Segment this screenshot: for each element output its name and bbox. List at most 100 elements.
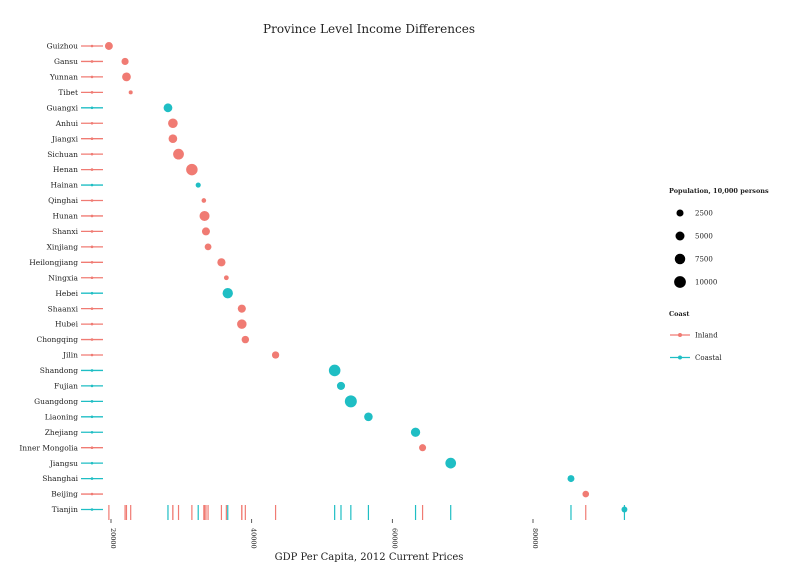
- province-label: Liaoning: [45, 412, 78, 421]
- data-point: Guangxi: [163, 103, 173, 113]
- province-label: Hubei: [55, 320, 79, 329]
- province-key-dot: [90, 508, 94, 511]
- x-tick-label: 80000: [531, 528, 539, 549]
- province-key-dot: [90, 353, 94, 357]
- legend-size-label: 7500: [695, 256, 713, 264]
- data-point: Hainan: [195, 182, 201, 188]
- x-axis: 20000 40000 60000 80000: [109, 519, 539, 549]
- legend-color-label: Coastal: [695, 354, 722, 362]
- legend-color-label: Inland: [695, 332, 718, 340]
- province-label: Sichuan: [47, 150, 78, 159]
- province-key-dot: [90, 245, 94, 249]
- x-axis-label: GDP Per Capita, 2012 Current Prices: [275, 552, 464, 563]
- province-key-dot: [90, 477, 94, 480]
- data-point: Jiangsu: [445, 457, 457, 469]
- province-label: Qinghai: [48, 196, 78, 205]
- data-point: Ningxia: [223, 275, 229, 281]
- province-key-dot: [90, 446, 94, 450]
- province-label: Shandong: [40, 366, 78, 375]
- data-point: Shanghai: [567, 475, 575, 483]
- data-point: Zhejiang: [410, 427, 421, 437]
- data-point: Shanxi: [201, 227, 210, 236]
- province-label: Hainan: [50, 181, 78, 190]
- legend-size-title: Population, 10,000 persons: [669, 187, 769, 195]
- data-point: Shaanxi: [237, 304, 246, 313]
- data-point: Guizhou: [104, 42, 113, 50]
- data-point: Fujian: [336, 381, 346, 390]
- data-point: Hunan: [199, 210, 210, 221]
- data-point: Anhui: [168, 118, 178, 129]
- province-key-dot: [90, 400, 94, 403]
- province-label: Xinjiang: [47, 242, 79, 251]
- province-label: Henan: [53, 165, 78, 174]
- legend-size-label: 2500: [695, 210, 713, 218]
- data-point: Jiangxi: [168, 134, 178, 144]
- province-key-dot: [90, 430, 94, 434]
- x-tick-label: 40000: [250, 528, 258, 549]
- data-point: Inner Mongolia: [419, 444, 427, 452]
- data-point: Liaoning: [364, 412, 373, 422]
- legend-size-marker: [676, 209, 684, 217]
- province-key-dot: [90, 384, 94, 388]
- province-key-dot: [90, 261, 94, 264]
- data-point: Yunnan: [122, 72, 131, 82]
- legend-size-marker: [675, 231, 685, 241]
- province-label: Beijing: [51, 490, 78, 499]
- data-point: Gansu: [121, 57, 129, 66]
- data-point: Jilin: [271, 351, 280, 359]
- x-tick-label: 60000: [390, 528, 398, 549]
- province-label: Fujian: [54, 382, 78, 391]
- province-key-dot: [90, 152, 94, 156]
- province-key-dot: [90, 461, 94, 465]
- data-point: Guangdong: [344, 395, 357, 408]
- province-label: Zhejiang: [45, 428, 79, 437]
- province-key-dot: [90, 369, 94, 372]
- data-point: Hebei: [222, 288, 233, 299]
- data-point: Hubei: [237, 319, 247, 329]
- province-key-dot: [90, 307, 94, 310]
- province-key-dot: [90, 492, 94, 496]
- province-label: Ningxia: [48, 273, 78, 282]
- legend-size-marker: [674, 253, 686, 265]
- legend-color-dot: [678, 355, 682, 360]
- province-key-dot: [90, 44, 94, 48]
- legend-color-title: Coast: [669, 310, 689, 318]
- data-point: Xinjiang: [204, 243, 212, 251]
- province-key-dot: [90, 230, 94, 233]
- data-point: Sichuan: [173, 148, 184, 160]
- province-key-dot: [90, 338, 94, 341]
- province-label: Guizhou: [47, 42, 79, 51]
- province-label: Tianjin: [52, 505, 78, 514]
- province-key-dot: [90, 75, 94, 79]
- province-key-dot: [90, 199, 94, 202]
- province-key-dot: [90, 415, 94, 419]
- province-key-dot: [90, 276, 94, 280]
- data-point: Beijing: [582, 490, 590, 498]
- province-label: Yunnan: [49, 73, 78, 82]
- data-point: Henan: [186, 163, 198, 176]
- province-label: Jilin: [62, 351, 78, 360]
- province-key-dot: [90, 91, 94, 94]
- province-key-dot: [90, 121, 94, 125]
- data-point: Tianjin: [621, 506, 628, 513]
- province-label: Shanxi: [52, 227, 78, 236]
- province-label: Jiangsu: [49, 459, 78, 468]
- province-key-dot: [90, 183, 94, 187]
- rug-ticks: [108, 505, 626, 520]
- data-points: Guizhou Gansu Yunnan Tibet Guangxi Anhui Jiang…: [104, 42, 628, 513]
- province-label: Anhui: [55, 119, 79, 128]
- province-label: Guangxi: [46, 103, 78, 112]
- data-point: Heilongjiang: [217, 258, 226, 267]
- legend: Population, 10,000 persons 2500 5000 7500 10…: [669, 187, 769, 362]
- data-point: Qinghai: [201, 198, 207, 203]
- province-label: Guangdong: [34, 397, 78, 406]
- province-label: Chongqing: [36, 335, 78, 344]
- legend-size-label: 5000: [695, 233, 713, 241]
- legend-size-label: 10000: [695, 279, 717, 287]
- data-point: Shandong: [328, 364, 341, 377]
- province-key-dot: [90, 106, 94, 110]
- province-key-dot: [90, 137, 94, 140]
- legend-color-dot: [678, 333, 682, 337]
